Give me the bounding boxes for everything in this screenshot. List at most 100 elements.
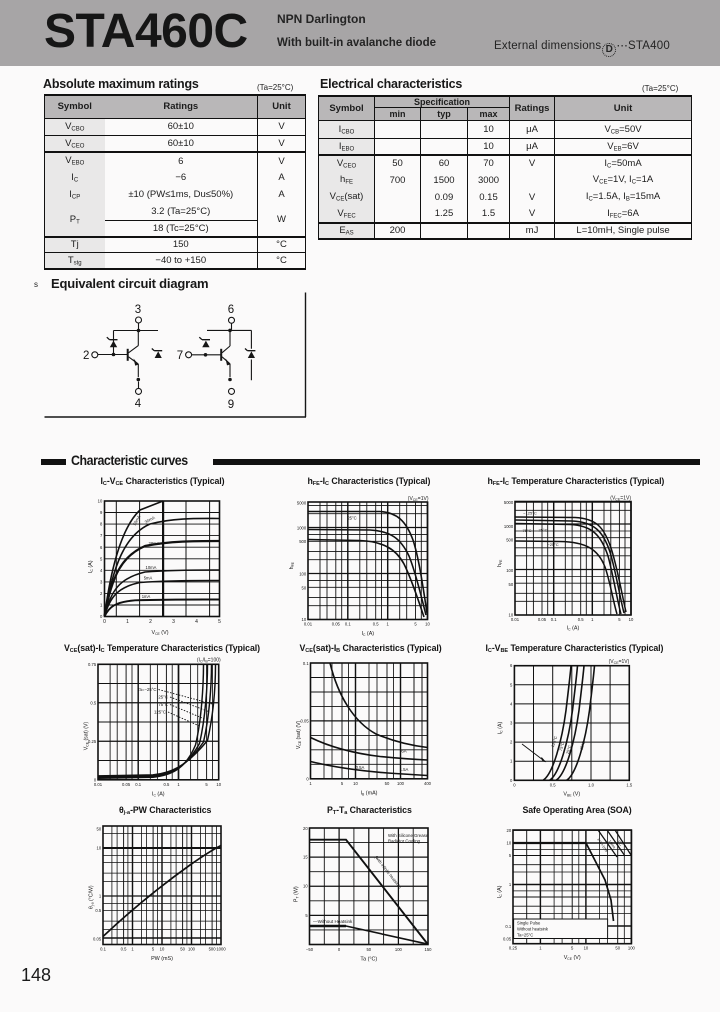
- svg-text:20: 20: [303, 826, 308, 831]
- svg-text:(VCE=1V): (VCE=1V): [609, 659, 630, 665]
- svg-text:IC (A): IC (A): [567, 626, 580, 632]
- svg-text:4: 4: [135, 398, 142, 410]
- svg-text:500: 500: [506, 538, 514, 543]
- svg-text:Ta=25°C: Ta=25°C: [517, 933, 533, 938]
- svg-text:9: 9: [100, 510, 103, 515]
- svg-text:1: 1: [126, 619, 129, 625]
- svg-text:—Without Heatsink: —Without Heatsink: [313, 919, 353, 924]
- svg-text:0.05: 0.05: [538, 617, 547, 622]
- svg-text:0.1: 0.1: [551, 617, 557, 622]
- svg-text:−125°C: −125°C: [523, 511, 537, 516]
- svg-text:0: 0: [100, 614, 103, 619]
- svg-text:0.1: 0.1: [505, 924, 511, 929]
- svg-text:0.5: 0.5: [95, 908, 101, 913]
- svg-text:20mA: 20mA: [149, 541, 160, 546]
- svg-text:1mA: 1mA: [142, 594, 151, 599]
- svg-text:6: 6: [228, 304, 234, 316]
- svg-text:30mA: 30mA: [144, 515, 156, 525]
- svg-text:5: 5: [152, 947, 155, 952]
- svg-text:0: 0: [338, 947, 341, 952]
- svg-text:PT (W): PT (W): [294, 886, 300, 902]
- svg-text:IC (A): IC (A): [361, 631, 374, 637]
- svg-text:5: 5: [341, 781, 344, 786]
- svg-text:100: 100: [506, 568, 514, 573]
- svg-text:PW=1ms: PW=1ms: [596, 838, 608, 853]
- svg-text:VBE (V): VBE (V): [563, 791, 580, 797]
- svg-text:125°C: 125°C: [550, 735, 558, 747]
- svg-text:1: 1: [131, 947, 134, 952]
- svg-text:50: 50: [385, 781, 390, 786]
- svg-text:100: 100: [188, 947, 196, 952]
- svg-text:100: 100: [628, 946, 636, 951]
- svg-text:1000: 1000: [504, 524, 514, 529]
- svg-text:0: 0: [306, 776, 309, 781]
- svg-text:1: 1: [539, 946, 542, 951]
- svg-text:75°C: 75°C: [558, 741, 566, 751]
- svg-text:hFE: hFE: [289, 561, 295, 569]
- svg-text:0: 0: [510, 778, 513, 783]
- svg-text:500: 500: [209, 947, 217, 952]
- svg-text:3: 3: [100, 580, 103, 585]
- svg-text:2: 2: [149, 619, 152, 625]
- svg-text:Without heatsink: Without heatsink: [517, 927, 549, 932]
- svg-text:0.5: 0.5: [121, 947, 127, 952]
- svg-text:hFE: hFE: [497, 559, 503, 567]
- svg-text:5: 5: [571, 946, 574, 951]
- svg-text:6: 6: [510, 663, 513, 668]
- svg-text:50: 50: [366, 947, 371, 952]
- svg-text:0: 0: [94, 777, 97, 782]
- svg-text:10: 10: [160, 947, 165, 952]
- svg-text:0.75: 0.75: [88, 662, 97, 667]
- svg-text:10mA: 10mA: [146, 565, 157, 570]
- svg-text:100: 100: [395, 947, 403, 952]
- svg-text:25°C: 25°C: [539, 528, 548, 533]
- svg-text:0.5A: 0.5A: [356, 765, 365, 770]
- svg-text:5: 5: [205, 782, 208, 787]
- svg-text:0.25: 0.25: [509, 946, 518, 951]
- svg-text:1: 1: [177, 782, 180, 787]
- svg-text:5000: 5000: [504, 500, 514, 505]
- svg-text:4: 4: [195, 619, 198, 625]
- svg-text:1: 1: [509, 882, 512, 887]
- svg-text:25°C: 25°C: [565, 744, 573, 754]
- svg-text:0.01: 0.01: [304, 622, 313, 627]
- svg-text:5: 5: [305, 913, 308, 918]
- svg-text:PW (mS): PW (mS): [151, 956, 173, 962]
- svg-text:1000: 1000: [297, 526, 307, 531]
- svg-text:IC (A): IC (A): [497, 721, 503, 734]
- svg-text:10: 10: [303, 884, 308, 889]
- svg-text:VCE (V): VCE (V): [564, 955, 581, 961]
- svg-text:0.1: 0.1: [345, 622, 351, 627]
- svg-text:10: 10: [509, 613, 514, 618]
- svg-text:10: 10: [353, 781, 358, 786]
- svg-text:75°C: 75°C: [523, 528, 532, 533]
- svg-text:1: 1: [99, 894, 102, 899]
- svg-text:1.0: 1.0: [588, 782, 594, 787]
- svg-text:15: 15: [303, 855, 308, 860]
- svg-text:1000: 1000: [216, 947, 226, 952]
- svg-text:125°C: 125°C: [154, 710, 166, 715]
- svg-text:5: 5: [618, 617, 621, 622]
- svg-text:10: 10: [629, 617, 634, 622]
- svg-text:1: 1: [510, 759, 513, 764]
- svg-text:0.05: 0.05: [93, 937, 102, 942]
- svg-text:10: 10: [507, 841, 512, 846]
- svg-text:4: 4: [510, 701, 513, 706]
- svg-text:10ms: 10ms: [607, 839, 616, 849]
- svg-text:0.5: 0.5: [90, 700, 96, 705]
- svg-text:0.05: 0.05: [503, 937, 512, 942]
- svg-text:6: 6: [100, 545, 103, 550]
- svg-text:1: 1: [591, 617, 594, 622]
- svg-text:6A: 6A: [401, 749, 406, 754]
- svg-text:10: 10: [97, 846, 102, 851]
- svg-text:1: 1: [309, 781, 312, 786]
- svg-text:10: 10: [584, 946, 589, 951]
- svg-text:400: 400: [424, 781, 432, 786]
- svg-text:50: 50: [509, 582, 514, 587]
- svg-text:0: 0: [103, 619, 106, 625]
- svg-text:5: 5: [100, 556, 103, 561]
- svg-text:0.5: 0.5: [578, 617, 584, 622]
- svg-text:5: 5: [510, 682, 513, 687]
- svg-text:2: 2: [83, 350, 89, 362]
- svg-text:50mA: 50mA: [132, 514, 142, 526]
